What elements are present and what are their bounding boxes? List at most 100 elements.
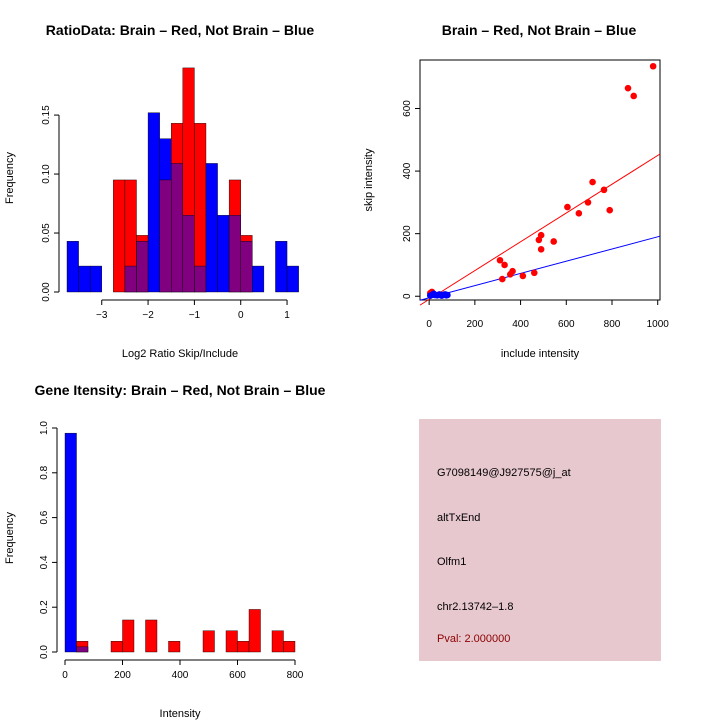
scatter-point — [564, 203, 571, 211]
scatter-point — [537, 231, 545, 239]
y-tick-label: 0.00 — [41, 282, 52, 302]
probe-id-text: G7098149@J927575@j_at — [437, 467, 571, 479]
histogram-bar — [275, 241, 288, 293]
histogram-bar — [66, 241, 79, 293]
y-tick-label: 200 — [402, 225, 413, 242]
scatter-point — [589, 178, 596, 186]
histogram-bar — [168, 641, 181, 653]
x-tick-label: −3 — [96, 310, 108, 321]
histogram-bar — [147, 112, 160, 293]
ratio-histogram-panel: RatioData: Brain – Red, Not Brain – Blue… — [4, 22, 314, 360]
overlap-bar — [171, 163, 184, 293]
x-tick-label: 800 — [604, 319, 621, 330]
histogram-bar — [283, 641, 296, 653]
histogram-bar — [252, 265, 265, 293]
scatter-title: Brain – Red, Not Brain – Blue — [442, 22, 637, 38]
histogram-bar — [145, 619, 158, 653]
histogram-bar — [110, 641, 123, 653]
intensity-histogram-ylabel: Frequency — [4, 512, 16, 564]
info-panel-background — [419, 419, 661, 661]
scatter-point — [600, 186, 608, 194]
y-tick-label: 0.8 — [39, 465, 50, 479]
histogram-bar — [217, 215, 230, 293]
overlap-bar — [124, 265, 137, 293]
histogram-bar — [89, 265, 102, 293]
ratio-histogram-xlabel: Log2 Ratio Skip/Include — [122, 348, 238, 360]
overlap-bar — [194, 265, 207, 293]
x-tick-label: 0 — [426, 319, 432, 330]
x-tick-label: 400 — [172, 670, 189, 681]
x-tick-label: 800 — [287, 670, 304, 681]
overlap-bar — [76, 646, 89, 653]
y-tick-label: 0 — [402, 293, 413, 299]
overlap-bar — [228, 215, 241, 293]
y-tick-label: 0.2 — [39, 600, 50, 614]
x-tick-label: −2 — [142, 310, 154, 321]
histogram-bar — [202, 630, 215, 653]
scatter-point — [501, 261, 508, 269]
ratio-histogram-title: RatioData: Brain – Red, Not Brain – Blue — [46, 22, 315, 38]
overlap-bar — [136, 241, 149, 293]
scatter-point — [498, 275, 506, 283]
info-panel: G7098149@J927575@j_at altTxEnd Olfm1 chr… — [419, 419, 661, 661]
y-tick-label: 0.10 — [41, 164, 52, 184]
intensity-histogram-xlabel: Intensity — [160, 708, 201, 720]
histogram-bar — [248, 609, 261, 653]
y-tick-label: 0.4 — [39, 555, 50, 569]
overlap-bar — [182, 215, 195, 293]
scatter-point — [519, 272, 527, 280]
x-tick-label: 0 — [238, 310, 244, 321]
y-tick-label: 0.0 — [39, 645, 50, 659]
scatter-point — [430, 290, 438, 298]
event-type-text: altTxEnd — [437, 512, 480, 524]
y-tick-label: 400 — [402, 162, 413, 179]
scatter-point — [584, 199, 592, 206]
y-tick-label: 600 — [402, 100, 413, 117]
y-tick-label: 0.6 — [39, 510, 50, 524]
scatter-point — [575, 210, 583, 217]
y-tick-label: 0.15 — [41, 105, 52, 125]
x-tick-label: 600 — [558, 319, 575, 330]
x-tick-label: 1000 — [647, 319, 670, 330]
scatter-plot-box — [419, 59, 661, 301]
fit-line — [419, 153, 661, 306]
scatter-point — [606, 206, 614, 214]
location-text: chr2.13742–1.8 — [437, 601, 513, 613]
histogram-bar — [271, 630, 284, 653]
scatter-point — [624, 84, 632, 92]
histogram-bar — [113, 179, 126, 293]
histogram-bar — [286, 265, 299, 293]
intensity-histogram-panel: Gene Itensity: Brain – Red, Not Brain – … — [4, 382, 326, 720]
y-tick-label: 1.0 — [39, 421, 50, 435]
x-tick-label: 400 — [512, 319, 529, 330]
scatter-ylabel: skip intensity — [363, 148, 375, 211]
overlap-bar — [240, 241, 253, 293]
scatter-xlabel: include intensity — [501, 348, 580, 360]
fit-line — [419, 235, 661, 301]
x-tick-label: 200 — [467, 319, 484, 330]
histogram-bar — [78, 265, 91, 293]
x-tick-label: 0 — [62, 670, 68, 681]
scatter-point — [441, 291, 449, 298]
x-tick-label: 600 — [229, 670, 246, 681]
pval-text: Pval: 2.000000 — [437, 633, 510, 645]
scatter-point — [630, 92, 638, 100]
ratio-histogram-ylabel: Frequency — [4, 152, 16, 204]
histogram-bar — [225, 630, 238, 653]
x-tick-label: 200 — [114, 670, 131, 681]
scatter-point — [550, 238, 558, 245]
overlap-bar — [159, 179, 172, 293]
scatter-panel: Brain – Red, Not Brain – Blue 0 200 400 600… — [363, 22, 669, 360]
scatter-point — [537, 246, 545, 253]
gene-name-text: Olfm1 — [437, 556, 466, 568]
histogram-bar — [64, 432, 77, 653]
x-tick-label: −1 — [189, 310, 201, 321]
intensity-histogram-title: Gene Itensity: Brain – Red, Not Brain – … — [35, 382, 326, 398]
scatter-point — [530, 269, 538, 277]
x-tick-label: 1 — [284, 310, 290, 321]
histogram-bar — [205, 163, 218, 293]
scatter-point — [496, 256, 504, 264]
scatter-point — [649, 62, 657, 70]
histogram-bar — [237, 641, 250, 653]
